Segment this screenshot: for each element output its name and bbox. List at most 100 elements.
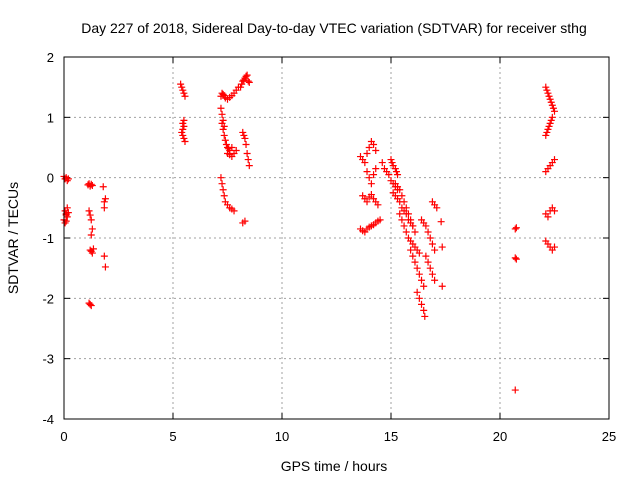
x-tick-label: 10	[275, 429, 289, 444]
data-point	[385, 171, 393, 179]
data-point	[415, 249, 423, 257]
data-point	[217, 104, 225, 112]
data-point	[367, 191, 375, 199]
data-point	[363, 198, 371, 206]
data-point	[438, 243, 446, 251]
data-point	[219, 125, 227, 133]
data-point	[372, 165, 380, 173]
data-point	[413, 288, 421, 296]
data-point	[180, 89, 188, 97]
data-point	[422, 222, 430, 230]
data-point	[64, 209, 72, 217]
data-point	[222, 140, 230, 148]
data-point	[387, 156, 395, 164]
data-point	[64, 175, 72, 183]
data-point	[370, 140, 378, 148]
data-point	[178, 83, 186, 91]
y-axis-label: SDTVAR / TECUs	[5, 182, 21, 294]
data-point	[99, 183, 107, 191]
data-point	[365, 174, 373, 182]
y-tick-label: 1	[47, 110, 54, 125]
data-point	[542, 131, 550, 139]
data-point	[376, 216, 384, 224]
data-point	[424, 228, 432, 236]
y-tick-label: -3	[42, 352, 54, 367]
data-point	[545, 92, 553, 100]
data-point	[241, 217, 249, 225]
data-point	[420, 306, 428, 314]
data-point	[400, 222, 408, 230]
x-axis-label: GPS time / hours	[281, 458, 388, 474]
data-point	[404, 210, 412, 218]
data-point	[180, 116, 188, 124]
data-point	[101, 263, 109, 271]
data-point	[437, 218, 445, 226]
data-point	[409, 252, 417, 260]
data-point	[87, 231, 95, 239]
data-point	[415, 270, 423, 278]
x-tick-label: 5	[169, 429, 176, 444]
points-layer	[60, 71, 558, 394]
data-point	[548, 101, 556, 109]
data-point	[549, 104, 557, 112]
data-point	[181, 92, 189, 100]
data-point	[546, 119, 554, 127]
y-tick-label: 2	[47, 50, 54, 65]
data-point	[365, 144, 373, 151]
data-point	[100, 252, 108, 260]
data-point	[221, 136, 229, 144]
data-point	[415, 294, 423, 302]
x-tick-label: 25	[602, 429, 616, 444]
data-point	[547, 116, 555, 124]
data-point	[402, 228, 410, 236]
data-point	[218, 180, 226, 188]
x-tick-label: 0	[60, 429, 67, 444]
data-point	[219, 90, 227, 98]
data-point	[180, 134, 188, 142]
data-point	[232, 147, 240, 155]
data-point	[422, 252, 430, 260]
data-point	[546, 95, 554, 103]
data-point	[177, 80, 185, 88]
data-point	[372, 147, 380, 155]
data-point	[411, 258, 419, 266]
data-point	[548, 113, 556, 121]
data-point	[89, 245, 97, 253]
data-point	[230, 207, 238, 215]
data-point	[396, 210, 404, 218]
y-tick-label: 0	[47, 171, 54, 186]
data-point	[87, 302, 95, 310]
data-point	[511, 386, 519, 394]
data-point	[407, 216, 415, 224]
data-point	[217, 174, 225, 182]
data-point	[88, 225, 96, 233]
data-point	[179, 86, 187, 94]
data-point	[424, 258, 432, 266]
plot-border	[63, 56, 610, 420]
data-point	[242, 72, 250, 80]
data-point	[87, 216, 95, 224]
data-point	[86, 211, 94, 219]
data-point	[545, 122, 553, 130]
data-point	[370, 171, 378, 179]
data-point	[179, 125, 187, 133]
data-point	[418, 300, 426, 308]
data-point	[420, 282, 428, 290]
chart-title: Day 227 of 2018, Sidereal Day-to-day VTE…	[81, 20, 587, 36]
data-point	[218, 110, 226, 118]
data-point	[407, 246, 415, 254]
data-point	[398, 216, 406, 224]
data-point	[245, 78, 253, 86]
data-point	[367, 180, 375, 188]
data-point	[88, 249, 96, 257]
data-point	[244, 156, 252, 164]
data-point	[101, 195, 109, 203]
data-point	[542, 83, 550, 91]
data-point	[220, 192, 228, 200]
data-point	[363, 150, 371, 158]
data-point	[88, 182, 96, 190]
data-point	[180, 122, 188, 130]
data-point	[551, 243, 558, 251]
data-point	[431, 276, 439, 284]
data-point	[426, 264, 434, 272]
